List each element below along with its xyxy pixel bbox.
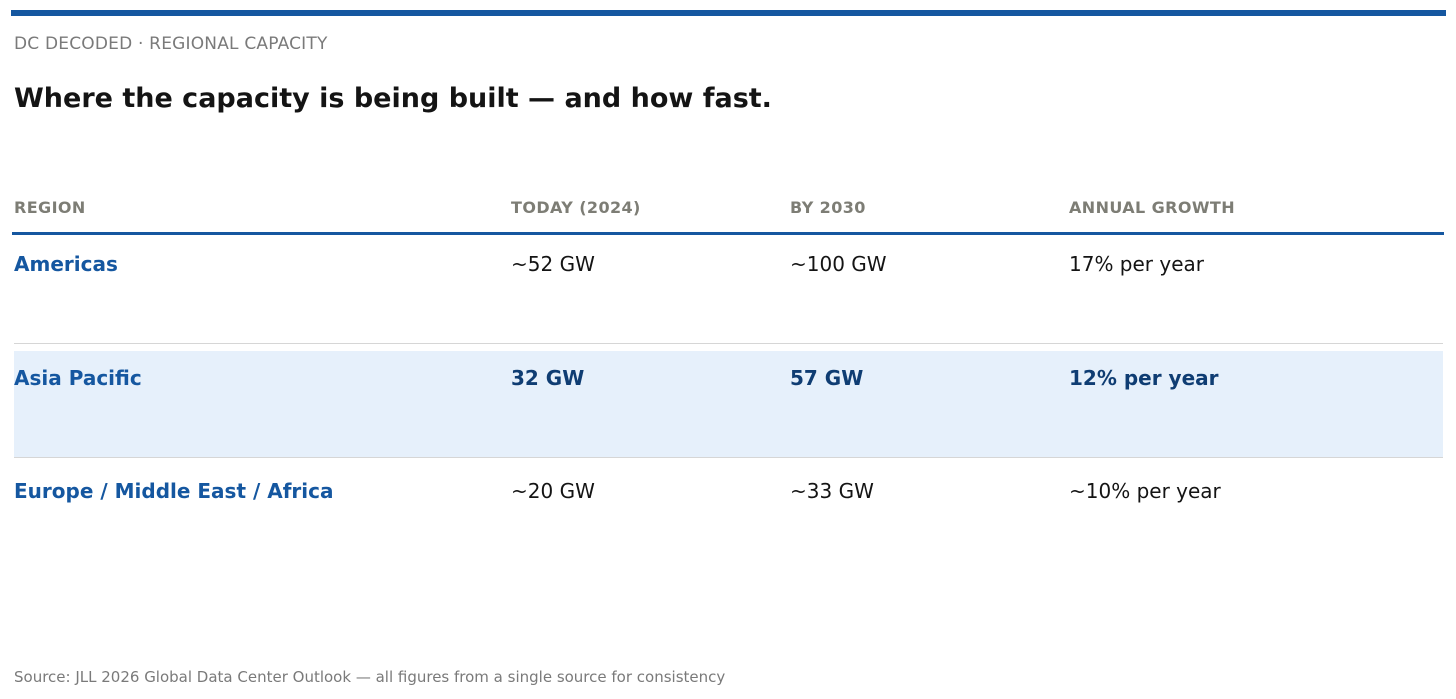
- page-title: Where the capacity is being built — and …: [14, 83, 772, 114]
- by-2030-cell: 57 GW: [790, 366, 864, 390]
- column-header-by-2030: BY 2030: [790, 198, 866, 217]
- region-cell: Europe / Middle East / Africa: [14, 479, 334, 503]
- table-row: Europe / Middle East / Africa ~20 GW ~33…: [14, 459, 1443, 569]
- table-row: Americas ~52 GW ~100 GW 17% per year: [14, 236, 1443, 344]
- today-cell: 32 GW: [511, 366, 585, 390]
- column-header-annual-growth: ANNUAL GROWTH: [1069, 198, 1236, 217]
- section-kicker: DC DECODED · REGIONAL CAPACITY: [14, 34, 328, 54]
- region-cell: Americas: [14, 252, 118, 276]
- table-row-highlighted: Asia Pacific 32 GW 57 GW 12% per year: [14, 351, 1443, 458]
- today-cell: ~20 GW: [511, 479, 595, 503]
- source-note: Source: JLL 2026 Global Data Center Outl…: [14, 668, 726, 686]
- header-divider: [12, 232, 1444, 235]
- column-header-region: REGION: [14, 198, 86, 217]
- growth-cell: ~10% per year: [1069, 479, 1221, 503]
- by-2030-cell: ~100 GW: [790, 252, 887, 276]
- growth-cell: 17% per year: [1069, 252, 1205, 276]
- today-cell: ~52 GW: [511, 252, 595, 276]
- growth-cell: 12% per year: [1069, 366, 1219, 390]
- region-cell: Asia Pacific: [14, 366, 142, 390]
- top-accent-rule: [11, 10, 1446, 16]
- by-2030-cell: ~33 GW: [790, 479, 874, 503]
- column-header-today: TODAY (2024): [511, 198, 641, 217]
